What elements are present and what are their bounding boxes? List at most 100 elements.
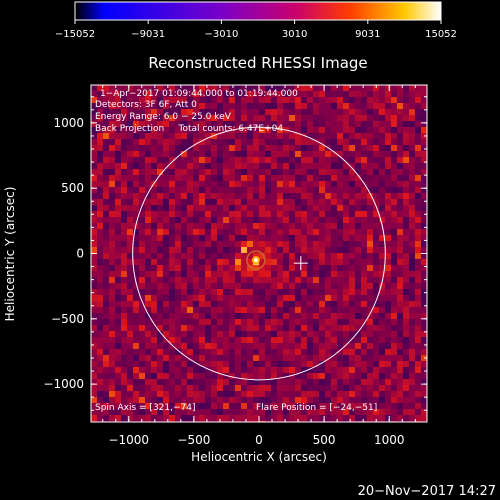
heatmap-cell bbox=[337, 187, 343, 193]
heatmap-cell bbox=[163, 325, 169, 331]
heatmap-cell bbox=[217, 181, 223, 187]
heatmap-cell bbox=[355, 367, 361, 373]
heatmap-cell bbox=[211, 373, 217, 379]
heatmap-cell bbox=[391, 115, 397, 121]
heatmap-cell bbox=[355, 169, 361, 175]
flare-source-ring bbox=[246, 250, 266, 270]
heatmap-cell bbox=[133, 415, 139, 421]
heatmap-cell bbox=[217, 385, 223, 391]
heatmap-cell bbox=[115, 121, 121, 127]
heatmap-cell bbox=[97, 241, 103, 247]
heatmap-cell bbox=[211, 145, 217, 151]
heatmap-cell bbox=[379, 307, 385, 313]
heatmap-cell bbox=[133, 181, 139, 187]
heatmap-cell bbox=[421, 127, 427, 133]
heatmap-cell bbox=[319, 277, 325, 283]
heatmap-cell bbox=[133, 103, 139, 109]
heatmap-cell bbox=[373, 379, 379, 385]
heatmap-cell bbox=[307, 259, 313, 265]
heatmap-cell bbox=[103, 181, 109, 187]
heatmap-cell bbox=[313, 175, 319, 181]
heatmap-cell bbox=[343, 211, 349, 217]
heatmap-cell bbox=[385, 151, 391, 157]
heatmap-cell bbox=[373, 157, 379, 163]
heatmap-cell bbox=[139, 187, 145, 193]
heatmap-cell bbox=[307, 205, 313, 211]
heatmap-cell bbox=[235, 181, 241, 187]
heatmap-cell bbox=[355, 313, 361, 319]
heatmap-cell bbox=[91, 169, 97, 175]
heatmap-cell bbox=[331, 307, 337, 313]
heatmap-cell bbox=[145, 199, 151, 205]
heatmap-cell bbox=[301, 307, 307, 313]
heatmap-cell bbox=[229, 373, 235, 379]
heatmap-cell bbox=[337, 313, 343, 319]
heatmap-cell bbox=[91, 163, 97, 169]
heatmap-cell bbox=[259, 121, 265, 127]
heatmap-cell bbox=[121, 361, 127, 367]
heatmap-cell bbox=[343, 259, 349, 265]
heatmap-cell bbox=[271, 373, 277, 379]
heatmap-cell bbox=[367, 139, 373, 145]
heatmap-cell bbox=[229, 355, 235, 361]
heatmap-cell bbox=[115, 145, 121, 151]
heatmap-cell bbox=[361, 127, 367, 133]
heatmap-cell bbox=[277, 415, 283, 421]
heatmap-cell bbox=[193, 331, 199, 337]
heatmap-cell bbox=[109, 385, 115, 391]
heatmap-cell bbox=[169, 313, 175, 319]
heatmap-cell bbox=[355, 361, 361, 367]
heatmap-cell bbox=[259, 151, 265, 157]
heatmap-cell bbox=[169, 373, 175, 379]
heatmap-cell bbox=[391, 259, 397, 265]
heatmap-cell bbox=[391, 169, 397, 175]
heatmap-cell bbox=[229, 277, 235, 283]
heatmap-cell bbox=[415, 157, 421, 163]
heatmap-cell bbox=[379, 127, 385, 133]
heatmap-cell bbox=[157, 313, 163, 319]
heatmap-cell bbox=[181, 403, 187, 409]
heatmap-cell bbox=[337, 247, 343, 253]
heatmap-cell bbox=[133, 307, 139, 313]
heatmap-cell bbox=[97, 199, 103, 205]
heatmap-cell bbox=[139, 169, 145, 175]
heatmap-cell bbox=[259, 415, 265, 421]
heatmap-cell bbox=[217, 115, 223, 121]
heatmap-cell bbox=[361, 295, 367, 301]
heatmap-cell bbox=[235, 349, 241, 355]
heatmap-cell bbox=[373, 355, 379, 361]
heatmap-cell bbox=[367, 127, 373, 133]
heatmap-cell bbox=[379, 109, 385, 115]
heatmap-cell bbox=[109, 97, 115, 103]
heatmap-cell bbox=[127, 211, 133, 217]
heatmap-cell bbox=[361, 403, 367, 409]
heatmap-cell bbox=[181, 385, 187, 391]
heatmap-cell bbox=[247, 343, 253, 349]
heatmap-cell bbox=[307, 265, 313, 271]
heatmap-cell bbox=[421, 199, 427, 205]
heatmap-cell bbox=[373, 241, 379, 247]
heatmap-cell bbox=[397, 265, 403, 271]
heatmap-cell bbox=[397, 235, 403, 241]
heatmap-cell bbox=[223, 145, 229, 151]
heatmap-cell bbox=[235, 151, 241, 157]
heatmap-cell bbox=[367, 385, 373, 391]
heatmap-cell bbox=[361, 139, 367, 145]
heatmap-cell bbox=[121, 91, 127, 97]
heatmap-cell bbox=[319, 355, 325, 361]
heatmap-cell bbox=[415, 187, 421, 193]
heatmap-cell bbox=[283, 163, 289, 169]
heatmap-cell bbox=[241, 325, 247, 331]
heatmap-cell bbox=[97, 91, 103, 97]
heatmap-cell bbox=[331, 181, 337, 187]
heatmap-cell bbox=[313, 391, 319, 397]
heatmap-cell bbox=[289, 193, 295, 199]
heatmap-cell bbox=[337, 133, 343, 139]
heatmap-cell bbox=[229, 151, 235, 157]
heatmap-cell bbox=[247, 325, 253, 331]
heatmap-cell bbox=[223, 205, 229, 211]
heatmap-cell bbox=[109, 379, 115, 385]
heatmap-cell bbox=[325, 181, 331, 187]
heatmap-cell bbox=[331, 187, 337, 193]
heatmap-cell bbox=[361, 205, 367, 211]
